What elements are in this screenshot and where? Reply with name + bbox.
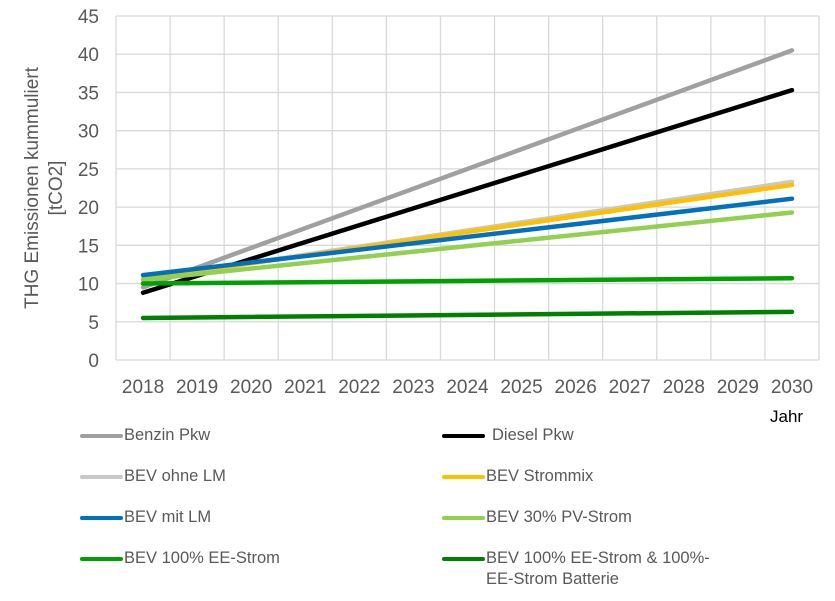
y-tick-label: 40 (78, 45, 99, 66)
x-tick-label: 2026 (555, 377, 597, 398)
y-tick-label: 45 (78, 7, 99, 28)
x-tick-label: 2020 (230, 377, 272, 398)
x-tick-label: 2028 (663, 377, 705, 398)
legend-swatch (80, 475, 123, 479)
legend-label-line: BEV mit LM (124, 508, 212, 526)
x-tick-label: 2029 (717, 377, 759, 398)
y-tick-label: 25 (78, 160, 99, 181)
legend-label-line: BEV 100% EE-Strom & 100%- (486, 549, 710, 567)
legend-swatch (80, 434, 123, 438)
y-tick-label: 15 (78, 236, 99, 257)
x-tick-label: 2018 (122, 377, 164, 398)
legend-swatch (80, 516, 123, 520)
legend-label-line: Diesel Pkw (492, 426, 574, 444)
legend-label: BEV 30% PV-Strom (486, 507, 632, 528)
legend-label-line: Benzin Pkw (124, 426, 211, 444)
grid (115, 15, 820, 361)
series-line-7 (140, 275, 795, 286)
legend-label: BEV 100% EE-Strom & 100%- EE-Strom Batter… (486, 548, 710, 590)
legend-label: Diesel Pkw (492, 425, 574, 446)
y-axis-title-line2: [tCO2] (46, 161, 67, 216)
y-tick-label: 10 (78, 275, 99, 296)
legend-label-line: BEV 100% EE-Strom (124, 549, 280, 567)
x-axis-ticks: 2018 2019 2020 2021 2022 2023 2024 2025 2026 2027… (122, 377, 813, 398)
x-tick-label: 2022 (338, 377, 380, 398)
x-tick-label: 2021 (284, 377, 326, 398)
y-tick-label: 20 (78, 198, 99, 219)
legend-label-line: BEV 30% PV-Strom (486, 508, 632, 526)
x-axis-title: Jahr (770, 407, 804, 426)
y-tick-label: 0 (88, 351, 99, 372)
y-axis-title-line1: THG Emissionen kummuliert (22, 66, 43, 308)
series-line-1 (140, 48, 795, 290)
x-tick-label: 2030 (771, 377, 813, 398)
legend-label: BEV 100% EE-Strom (124, 548, 280, 569)
legend-label: BEV ohne LM (124, 466, 226, 487)
legend-swatch (442, 434, 485, 438)
legend-swatch (442, 516, 485, 520)
y-tick-label: 5 (88, 313, 99, 334)
x-tick-label: 2027 (609, 377, 651, 398)
series-lines (140, 48, 795, 321)
legend-label-line: EE-Strom Batterie (486, 570, 619, 588)
legend-label-line: BEV Strommix (486, 467, 594, 485)
y-axis-ticks: 0 5 10 15 20 25 30 35 40 45 (78, 7, 99, 372)
legend-swatch (442, 557, 485, 561)
y-tick-label: 30 (78, 122, 99, 143)
x-tick-label: 2023 (392, 377, 434, 398)
legend-label: Benzin Pkw (124, 425, 210, 446)
legend-label: BEV mit LM (124, 507, 211, 528)
series-line-5 (140, 196, 795, 278)
legend-swatch (442, 475, 485, 479)
legend-label-line: BEV ohne LM (124, 467, 226, 485)
legend-label: BEV Strommix (486, 466, 593, 487)
x-tick-label: 2025 (500, 377, 542, 398)
series-line-6 (140, 210, 795, 282)
x-tick-label: 2024 (446, 377, 489, 398)
series-line-2 (140, 87, 795, 295)
legend-swatch (80, 557, 123, 561)
x-tick-label: 2019 (176, 377, 218, 398)
y-tick-label: 35 (78, 83, 99, 104)
series-line-8 (140, 309, 795, 321)
